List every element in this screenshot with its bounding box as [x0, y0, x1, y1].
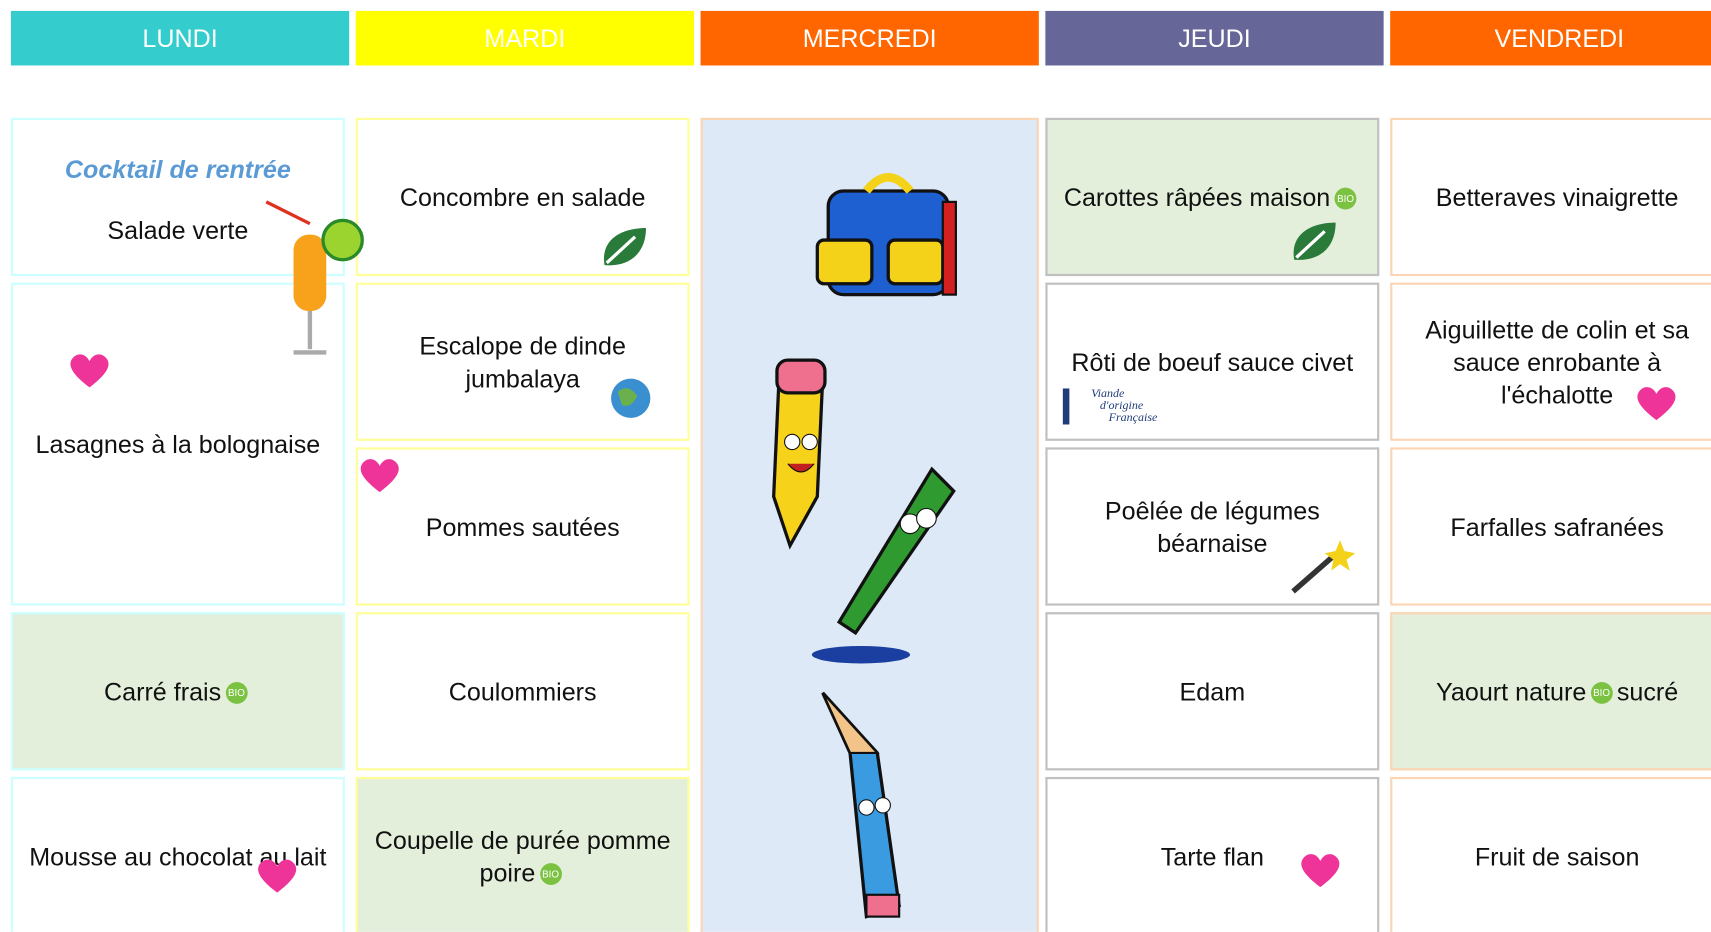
logo-text: Française	[1108, 411, 1158, 425]
cocktail	[265, 200, 364, 355]
bio-badge: BIO	[225, 682, 248, 705]
subtitle: Cocktail de rentrée	[64, 154, 291, 184]
globe	[611, 378, 651, 418]
heart	[360, 459, 399, 493]
dish-name: Betteraves vinaigrette	[1435, 182, 1679, 212]
menu-cell: Escalope de dinde jumbalaya	[355, 282, 690, 441]
dish: Aiguillette de colin et sa sauce enroban…	[1397, 313, 1711, 411]
dish-name: Pommes sautées	[425, 512, 620, 541]
heart	[258, 859, 297, 893]
bio-badge: BIO	[1590, 682, 1613, 705]
heart	[1301, 854, 1340, 888]
logo-text: Viande	[1091, 387, 1125, 401]
dish-name: Concombre en salade	[399, 182, 646, 212]
menu-cell: Pommes sautées	[355, 447, 690, 606]
dish: Yaourt nature BIO sucré	[1436, 675, 1678, 708]
menu-cell: Carottes râpées maison BIO	[1045, 117, 1380, 277]
logo-text: d'origine	[1099, 399, 1144, 413]
menu-cell: Betteraves vinaigrette	[1390, 117, 1711, 277]
dish-name: Rôti de boeuf sauce civet	[1071, 347, 1354, 376]
dish: Mousse au chocolat au lait	[29, 840, 326, 873]
menu-cell: Tarte flan	[1045, 776, 1380, 932]
dish-name: Tarte flan	[1160, 841, 1264, 871]
dish-name: Edam	[1179, 677, 1246, 706]
dish-name: Carré frais	[104, 677, 222, 706]
dish-name: Poêlée de légumes béarnaise	[1104, 495, 1320, 558]
dish: Farfalles safranées	[1450, 510, 1663, 543]
bio-badge: BIO	[539, 863, 562, 886]
day-header: MARDI	[355, 10, 695, 66]
bio-badge: BIO	[1334, 188, 1357, 210]
wand	[1291, 540, 1356, 594]
leaf	[1293, 222, 1336, 260]
dish-name: Farfalles safranées	[1450, 512, 1664, 541]
menu-cell: Concombre en salade	[355, 117, 690, 277]
dish: Concombre en salade	[400, 181, 646, 214]
dish: Coulommiers	[449, 675, 597, 708]
dish-name: Salade verte	[107, 215, 249, 244]
menu-cell: Carré frais BIO	[10, 612, 345, 771]
origin-logo: Viande d'origine Française	[1062, 387, 1158, 425]
dish-name: Aiguillette de colin et sa sauce enroban…	[1425, 314, 1689, 409]
menu-cell: Poêlée de légumes béarnaise	[1045, 447, 1380, 606]
heart	[1637, 387, 1676, 421]
menu-cell: Lasagnes à la bolognaise	[10, 282, 345, 606]
day-header: LUNDI	[10, 10, 350, 66]
dish: Pommes sautées	[426, 510, 620, 543]
dish: Tarte flan	[1161, 840, 1264, 873]
menu-cell: Rôti de boeuf sauce civet Viande d'origine…	[1045, 282, 1380, 441]
pen-green	[811, 466, 956, 664]
dish-name: Lasagnes à la bolognaise	[35, 429, 321, 459]
menu-cell: Fruit de saison	[1390, 776, 1711, 932]
dish: Betteraves vinaigrette	[1436, 181, 1679, 214]
dish: Salade verte	[107, 213, 248, 246]
mercredi-panel	[700, 117, 1039, 932]
pencil-blue	[821, 691, 901, 919]
pencil-yellow	[772, 358, 827, 550]
dish: Poêlée de légumes béarnaise	[1052, 494, 1373, 559]
menu-cell: Yaourt nature BIO sucré	[1390, 612, 1711, 771]
menu-cell: Edam	[1045, 612, 1380, 771]
menu-cell: Salade verte Cocktail de rentrée	[10, 117, 364, 355]
menu-cell: Aiguillette de colin et sa sauce enroban…	[1390, 282, 1711, 441]
dish-name: Carottes râpées maison	[1063, 182, 1331, 212]
dish: Coupelle de purée pomme poire BIO	[362, 823, 683, 888]
menu-cell: Coupelle de purée pomme poire BIO	[355, 776, 690, 932]
leaf	[603, 228, 646, 266]
schoolbag	[815, 173, 957, 297]
dish: Edam	[1180, 675, 1246, 708]
dish-name: Mousse au chocolat au lait	[29, 841, 327, 871]
menu-cell: Coulommiers	[355, 612, 690, 771]
dish: Carottes râpées maison BIO	[1064, 181, 1361, 214]
day-header: MERCREDI	[700, 10, 1039, 66]
dish-name: Fruit de saison	[1474, 841, 1640, 871]
dish: Carré frais BIO	[104, 675, 252, 708]
dish: Fruit de saison	[1475, 840, 1640, 873]
dish: Lasagnes à la bolognaise	[36, 428, 321, 461]
dish: Escalope de dinde jumbalaya	[362, 329, 683, 394]
dish-name: Coupelle de purée pomme poire	[374, 825, 671, 887]
dish-name: Yaourt nature	[1436, 677, 1587, 706]
dish-name: Coulommiers	[448, 677, 597, 706]
menu-cell: Farfalles safranées	[1390, 447, 1711, 606]
dish: Rôti de boeuf sauce civet	[1071, 345, 1353, 378]
menu-cell: Mousse au chocolat au lait	[10, 776, 345, 932]
day-header: VENDREDI	[1390, 10, 1711, 66]
day-header: JEUDI	[1045, 10, 1384, 66]
heart	[70, 354, 109, 388]
dish-name: Escalope de dinde jumbalaya	[419, 331, 626, 393]
dish-suffix: sucré	[1616, 677, 1679, 706]
